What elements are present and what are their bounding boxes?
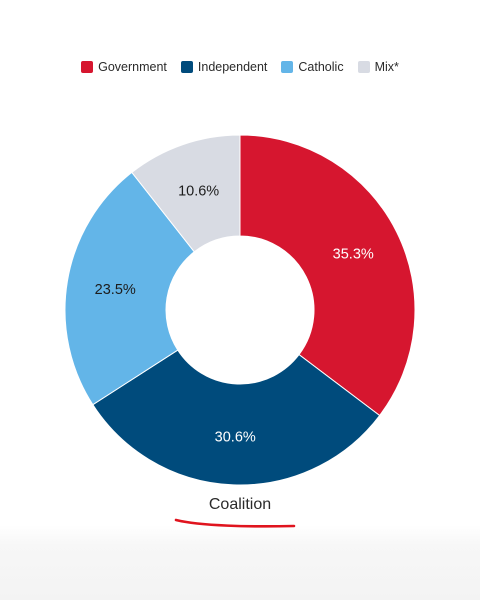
slice-independent[interactable] (92, 349, 381, 486)
legend-label-catholic: Catholic (298, 60, 344, 74)
slice-label-mix: 10.6% (178, 183, 219, 199)
legend-label-government: Government (98, 60, 167, 74)
chart-legend: Government Independent Catholic Mix* (0, 60, 480, 74)
legend-swatch-independent (180, 61, 193, 73)
legend-swatch-mix (357, 61, 370, 73)
legend-item-independent[interactable]: Independent (180, 60, 268, 74)
legend-swatch-government (81, 61, 94, 73)
legend-label-mix: Mix* (374, 60, 399, 74)
legend-item-mix[interactable]: Mix* (357, 60, 399, 74)
slice-mix[interactable] (131, 134, 241, 253)
legend-item-government[interactable]: Government (81, 60, 167, 74)
slice-government[interactable] (239, 134, 416, 417)
slice-label-government: 35.3% (333, 247, 374, 263)
slice-label-catholic: 23.5% (95, 282, 136, 298)
chart-title: Coalition (208, 496, 272, 513)
slice-label-independent: 30.6% (215, 429, 256, 445)
legend-item-catholic[interactable]: Catholic (281, 60, 344, 74)
legend-label-independent: Independent (197, 60, 268, 74)
slice-catholic[interactable] (64, 171, 195, 406)
legend-swatch-catholic (281, 61, 294, 73)
